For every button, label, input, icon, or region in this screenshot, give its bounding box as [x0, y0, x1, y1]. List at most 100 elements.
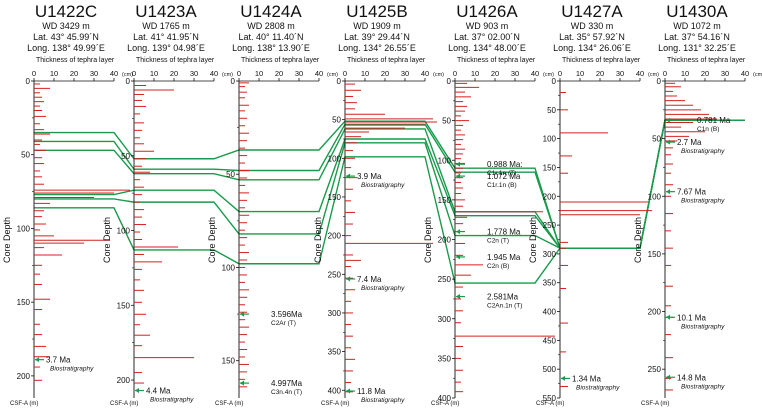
ann-label-4-4: 2.581Ma [487, 293, 519, 302]
depth-tick-label-1-4: 200 [117, 376, 131, 385]
thickness-label-1: Thickness of tephra layer [136, 57, 215, 64]
depth-tick-label-4-6: 300 [438, 315, 452, 324]
top-unit-5: (cm) [648, 72, 659, 78]
ann-label-4-1: 1.072 Ma [487, 172, 521, 181]
depth-tick-label-4-4: 200 [438, 236, 452, 245]
depth-tick-label-0-1: 50 [21, 151, 30, 160]
top-tick-label-2-0: 0 [237, 69, 241, 78]
top-unit-6: (cm) [753, 72, 762, 78]
depth-tick-label-4-7: 350 [438, 354, 452, 363]
site-name-1: U1423A [135, 2, 197, 21]
thickness-label-4: Thickness of tephra layer [457, 57, 536, 64]
ann-sub-5-0: Biostratigraphy [576, 384, 620, 391]
depth-tick-label-3-4: 200 [328, 232, 342, 241]
depth-tick-label-3-0: 0 [337, 77, 342, 86]
top-tick-label-3-0: 0 [343, 69, 347, 78]
ann-sub-6-2: Biostratigraphy [681, 198, 725, 205]
depth-tick-label-5-1: 50 [547, 106, 556, 115]
ann-label-4-0: 0.988 Ma: [487, 160, 523, 169]
depth-tick-label-4-1: 50 [442, 117, 451, 126]
ann-arrow-head-6-1 [666, 139, 670, 145]
depth-tick-label-3-3: 150 [328, 193, 342, 202]
site-name-2: U1424A [240, 2, 302, 21]
site-long-6: Long. 131° 32.25´E [658, 43, 736, 53]
depth-tick-label-0-3: 150 [17, 298, 31, 307]
top-unit-1: (cm) [222, 72, 233, 78]
ann-label-3-0: 3.9 Ma [357, 172, 382, 181]
ann-label-6-4: 14.8 Ma [677, 373, 706, 382]
site-lat-4: Lat. 37° 02.00´N [454, 32, 520, 42]
depth-tick-label-0-2: 100 [17, 224, 31, 233]
top-tick-label-4-2: 20 [491, 69, 499, 78]
site-long-2: Long. 138° 13.90´E [232, 43, 310, 53]
depth-tick-label-1-3: 150 [117, 301, 131, 310]
depth-tick-label-6-0: 0 [657, 77, 662, 86]
ann-sub-4-1: C1r.1n (B) [487, 182, 517, 189]
depth-unit-0: CSF-A (m) [10, 401, 38, 407]
thickness-label-5: Thickness of tephra layer [562, 57, 641, 64]
site-name-0: U1422C [35, 2, 97, 21]
top-tick-label-2-4: 40 [315, 69, 323, 78]
depth-axis-title-6: Core Depth [633, 217, 643, 263]
site-wd-6: WD 1072 m [673, 21, 721, 31]
ann-arrow-head-5-0 [561, 375, 565, 381]
ann-arrow-head-4-3 [456, 254, 460, 260]
site-name-3: U1425B [346, 2, 407, 21]
depth-tick-label-4-0: 0 [447, 77, 452, 86]
thickness-label-0: Thickness of tephra layer [36, 57, 115, 64]
ann-arrow-head-6-0 [666, 117, 670, 123]
top-tick-label-0-0: 0 [32, 69, 36, 78]
depth-axis-title-5: Core Depth [528, 217, 538, 263]
site-lat-3: Lat. 39° 29.44´N [344, 32, 410, 42]
site-wd-3: WD 1909 m [353, 21, 401, 31]
ann-arrow-head-4-4 [456, 294, 460, 300]
ann-arrow-head-4-0 [456, 161, 460, 167]
depth-tick-label-1-0: 0 [126, 77, 131, 86]
depth-tick-label-5-7: 350 [543, 279, 557, 288]
top-tick-label-1-2: 20 [170, 69, 178, 78]
ann-label-2-0: 3.596Ma [271, 310, 303, 319]
ann-sub-1-0: Biostratigraphy [150, 397, 194, 404]
depth-tick-label-3-7: 350 [328, 348, 342, 357]
depth-tick-label-5-9: 450 [543, 336, 557, 345]
top-unit-3: (cm) [433, 72, 444, 78]
depth-unit-1: CSF-A (m) [110, 401, 138, 407]
site-name-4: U1426A [456, 2, 518, 21]
depth-tick-label-5-11: 550 [543, 394, 557, 403]
top-tick-label-6-2: 20 [701, 69, 709, 78]
site-lat-6: Lat. 37° 54.16´N [664, 32, 730, 42]
ann-arrow-head-6-2 [666, 189, 670, 195]
ann-sub-4-0: C1r.1n (T) [487, 170, 516, 177]
depth-tick-label-5-2: 100 [543, 135, 557, 144]
ann-arrow-head-4-1 [456, 173, 460, 179]
site-name-6: U1430A [666, 2, 728, 21]
depth-tick-label-5-8: 400 [543, 308, 557, 317]
top-tick-label-1-4: 40 [210, 69, 218, 78]
top-tick-label-5-0: 0 [558, 69, 562, 78]
depth-axis-title-4: Core Depth [423, 217, 433, 263]
top-tick-label-2-2: 20 [275, 69, 283, 78]
ann-arrow-head-3-1 [346, 276, 350, 282]
ann-sub-4-3: C2n (B) [487, 263, 509, 270]
ann-label-6-1: 2.7 Ma [677, 138, 702, 147]
ann-label-2-1: 4.997Ma [271, 379, 303, 388]
top-tick-label-6-0: 0 [663, 69, 667, 78]
depth-unit-4: CSF-A (m) [431, 401, 459, 407]
ann-label-1-0: 4.4 Ma [146, 387, 171, 396]
ann-label-3-1: 7.4 Ma [357, 275, 382, 284]
ann-sub-6-1: Biostratigraphy [681, 148, 725, 155]
top-tick-label-3-4: 40 [421, 69, 429, 78]
top-tick-label-4-0: 0 [453, 69, 457, 78]
top-tick-label-1-0: 0 [132, 69, 136, 78]
thickness-label-3: Thickness of tephra layer [347, 57, 426, 64]
depth-tick-label-2-1: 50 [226, 170, 235, 179]
ann-sub-4-2: C2n (T) [487, 238, 509, 245]
depth-tick-label-3-8: 400 [328, 386, 342, 395]
ann-label-4-3: 1.945 Ma [487, 253, 521, 262]
site-long-5: Long. 134° 26.06´E [553, 43, 631, 53]
depth-tick-label-4-2: 100 [438, 156, 452, 165]
site-lat-5: Lat. 35° 57.92´N [559, 32, 625, 42]
ann-label-0-0: 3.7 Ma [46, 356, 71, 365]
ann-label-5-0: 1.34 Ma [572, 374, 601, 383]
depth-axis-title-1: Core Depth [102, 217, 112, 263]
